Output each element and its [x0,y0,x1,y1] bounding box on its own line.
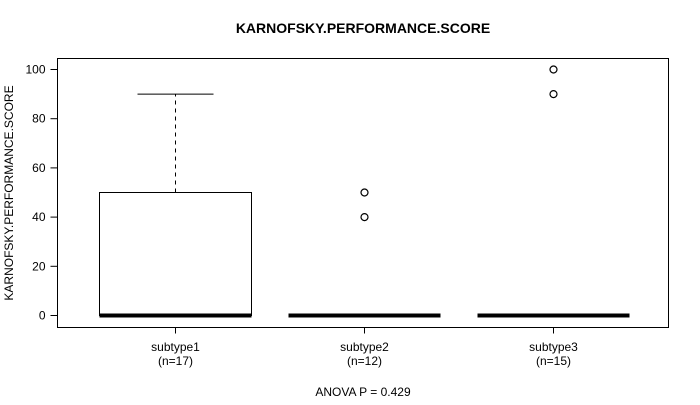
y-tick-label: 20 [32,259,46,273]
y-tick-label: 80 [32,112,46,126]
anova-text: ANOVA P = 0.429 [315,385,411,399]
group-n-label: (n=12) [347,354,382,368]
y-tick-label: 100 [25,63,45,77]
outlier-point [360,213,369,222]
iqr-box [99,192,252,316]
y-tick-label: 0 [39,309,46,323]
group-label: subtype2 [340,340,389,354]
chart-title: KARNOFSKY.PERFORMANCE.SCORE [236,20,490,36]
outlier-point [549,65,558,74]
y-axis: 0 20 40 60 80 100 [25,63,58,323]
group-label: subtype3 [529,340,578,354]
y-tick-label: 40 [32,210,46,224]
y-tick-label: 60 [32,161,46,175]
group-n-label: (n=17) [158,354,193,368]
boxplots [99,65,630,318]
outlier-point [549,89,558,99]
x-axis: subtype1(n=17) subtype2(n=12) subtype3(n=1… [151,327,578,368]
plot-frame [57,58,669,328]
y-axis-label: KARNOFSKY.PERFORMANCE.SCORE [2,85,16,300]
group-label: subtype1 [151,340,200,354]
group-n-label: (n=15) [536,354,571,368]
outlier-point [360,188,369,197]
